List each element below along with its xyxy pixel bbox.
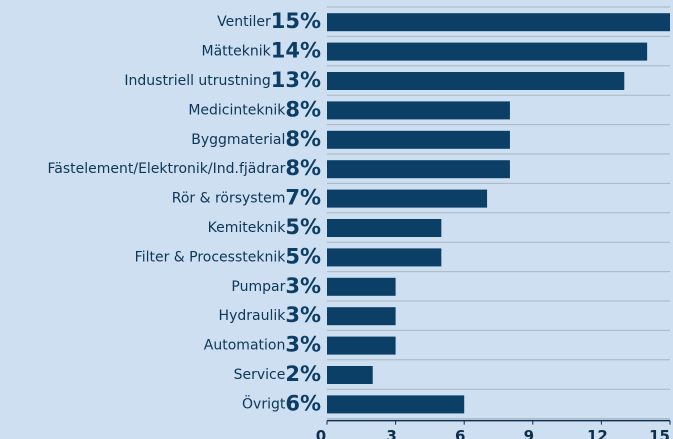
row-label: Kemiteknik5% [208,215,321,239]
row-label: Industriell utrustning13% [124,68,321,92]
value-label: 6% [285,391,321,415]
row-label: Service2% [234,362,321,386]
x-tick-label: 0 [316,427,326,439]
category-label: Fästelement/Elektronik/Ind.fjädrar [48,161,286,177]
bar [327,72,625,90]
category-label: Mätteknik [202,44,272,60]
x-tick-label: 12 [587,427,608,439]
value-label: 15% [271,9,321,33]
category-label: Rör & rörsystem [172,191,286,207]
category-label: Kemiteknik [208,220,287,236]
value-label: 5% [285,244,321,268]
row-label: Byggmaterial8% [191,127,321,151]
value-label: 3% [285,303,321,327]
x-tick-label: 6 [455,427,465,439]
value-label: 7% [285,186,321,210]
value-label: 2% [285,362,321,386]
row-label: Hydraulik3% [219,303,321,327]
row-label: Övrigt6% [242,391,321,415]
bar [327,248,442,267]
bar [327,189,488,208]
value-label: 8% [285,97,321,121]
row-label: Filter & Processteknik5% [135,244,321,268]
category-label: Pumpar [231,279,285,295]
row-label: Fästelement/Elektronik/Ind.fjädrar8% [48,156,322,180]
row-label: Automation3% [204,333,321,357]
value-label: 3% [285,333,321,357]
row-label: Rör & rörsystem7% [172,186,321,210]
bar [327,277,396,296]
bar [327,336,396,355]
bar [327,219,442,237]
bar [327,13,670,32]
category-label: Industriell utrustning [124,73,270,89]
row-label: Mätteknik14% [202,39,322,63]
category-label: Byggmaterial [191,132,285,148]
bar [327,42,648,61]
category-label: Medicinteknik [188,102,286,118]
value-label: 5% [285,215,321,239]
bar [327,130,510,149]
value-label: 8% [285,156,321,180]
row-label: Medicinteknik8% [188,97,321,121]
category-label: Filter & Processteknik [135,249,287,265]
category-label: Automation [204,338,286,354]
x-tick-label: 9 [524,427,534,439]
row-label: Pumpar3% [231,274,321,298]
x-tick-label: 3 [386,427,396,439]
bar [327,160,510,179]
category-label: Service [234,367,286,383]
bar [327,307,396,326]
value-label: 3% [285,274,321,298]
bar [327,101,510,120]
category-label: Ventiler [217,14,271,30]
row-label: Ventiler15% [217,9,321,33]
value-label: 8% [285,127,321,151]
bar [327,366,373,384]
category-label: Övrigt [242,394,286,412]
value-label: 14% [271,39,321,63]
bar [327,395,465,414]
category-label: Hydraulik [219,308,287,324]
x-tick-label: 15 [649,427,670,439]
value-label: 13% [271,68,321,92]
